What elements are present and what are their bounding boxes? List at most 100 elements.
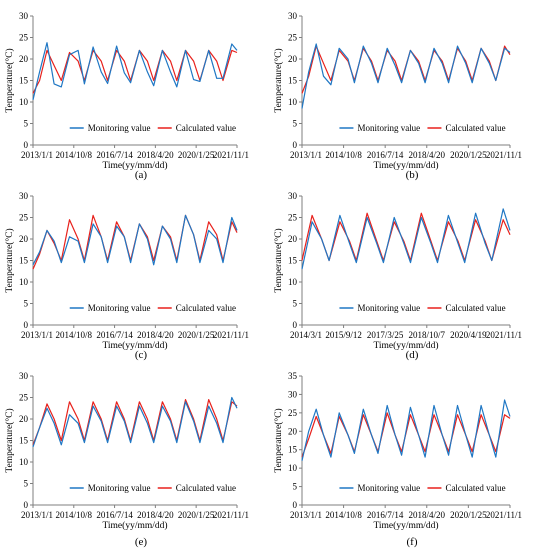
y-tick-label: 10 [288, 277, 298, 287]
series-line-monitoring-value [32, 396, 238, 448]
x-tick-label: 2017/3/25 [367, 330, 404, 340]
x-tick-label: 2020/1/25 [450, 510, 487, 520]
y-tick-label: 10 [288, 97, 298, 107]
series-line-calculated-value [301, 45, 511, 94]
x-tick-label: 2014/10/8 [56, 330, 93, 340]
y-tick-label: 20 [19, 234, 29, 244]
y-axis-title: Temperature(°C) [4, 408, 15, 472]
y-tick-label: 15 [288, 76, 298, 86]
legend-label: Monitoring value [88, 123, 151, 133]
series-line-monitoring-value [301, 208, 511, 270]
x-tick-label: 2013/1/1 [21, 330, 53, 340]
chart-panel-6: 0 5 10 15 20 25 30 35 2013/1/1 2014/10/8 2016/7/14… [273, 371, 522, 548]
y-tick-label: 0 [293, 500, 298, 510]
panel-label: (c) [135, 349, 148, 361]
x-tick-label: 2016/7/14 [367, 150, 404, 160]
x-tick-label: 2021/11/1 [213, 150, 249, 160]
series-line-calculated-value [301, 212, 511, 262]
y-tick-label: 5 [293, 299, 298, 309]
y-axis-title: Temperature(°C) [273, 228, 284, 292]
y-tick-label: 30 [288, 389, 298, 399]
x-tick-label: 2020/1/25 [178, 150, 215, 160]
x-axis-title: Time(yy/mm/dd) [373, 160, 438, 171]
y-tick-label: 20 [19, 54, 29, 64]
x-tick-label: 2014/10/8 [325, 150, 362, 160]
x-tick-label: 2016/7/14 [367, 510, 404, 520]
y-tick-label: 5 [24, 119, 29, 129]
x-tick-label: 2015/9/12 [325, 330, 362, 340]
x-tick-label: 2013/1/1 [290, 510, 322, 520]
y-tick-label: 0 [293, 140, 298, 150]
y-tick-label: 0 [24, 140, 29, 150]
y-tick-label: 25 [288, 33, 298, 43]
y-tick-label: 30 [288, 191, 298, 201]
x-tick-label: 2013/1/1 [21, 510, 53, 520]
x-tick-label: 2014/10/8 [56, 150, 93, 160]
x-tick-label: 2016/7/14 [96, 510, 133, 520]
y-tick-label: 20 [288, 426, 298, 436]
y-tick-label: 30 [19, 11, 29, 21]
chart-panel-2: 0 5 10 15 20 25 30 2013/1/1 2014/10/8 2016/7/14 20… [273, 11, 522, 181]
y-tick-label: 10 [19, 457, 29, 467]
x-tick-label: 2018/10/7 [409, 330, 446, 340]
y-tick-label: 25 [288, 408, 298, 418]
y-tick-label: 15 [19, 256, 29, 266]
panel-label: (a) [135, 169, 148, 181]
y-tick-label: 0 [24, 320, 29, 330]
y-tick-label: 35 [288, 371, 298, 381]
x-tick-label: 2013/1/1 [290, 150, 322, 160]
chart-panel-3: 0 5 10 15 20 25 30 2013/1/1 2014/10/8 2016/7/14 20… [4, 191, 249, 361]
series-line-monitoring-value [32, 214, 238, 266]
x-tick-label: 2018/4/20 [137, 150, 174, 160]
y-tick-label: 10 [19, 277, 29, 287]
y-tick-label: 30 [288, 11, 298, 21]
panel-label: (e) [135, 536, 148, 548]
x-tick-label: 2014/3/1 [290, 330, 322, 340]
x-tick-label: 2016/7/14 [96, 150, 133, 160]
series-line-monitoring-value [301, 43, 511, 109]
y-tick-label: 0 [293, 320, 298, 330]
y-tick-label: 0 [24, 500, 29, 510]
series-line-monitoring-value [32, 42, 238, 100]
y-tick-label: 20 [288, 54, 298, 64]
x-tick-label: 2021/11/1 [486, 330, 522, 340]
x-tick-label: 2020/1/25 [450, 150, 487, 160]
legend-label: Monitoring value [357, 483, 420, 493]
x-axis-title: Time(yy/mm/dd) [102, 340, 167, 351]
x-tick-label: 2020/1/25 [178, 510, 215, 520]
x-tick-label: 2014/10/8 [325, 510, 362, 520]
chart-panel-4: 0 5 10 15 20 25 30 2014/3/1 2015/9/12 2017/3/25 20… [273, 191, 522, 361]
y-tick-label: 15 [288, 445, 298, 455]
x-axis-title: Time(yy/mm/dd) [373, 340, 438, 351]
x-axis-title: Time(yy/mm/dd) [373, 520, 438, 531]
legend-label: Calculated value [176, 483, 236, 493]
legend-label: Monitoring value [357, 303, 420, 313]
x-tick-label: 2018/4/20 [409, 150, 446, 160]
panel-label: (b) [406, 169, 419, 181]
y-tick-label: 25 [19, 393, 29, 403]
y-tick-label: 5 [293, 119, 298, 129]
y-tick-label: 15 [19, 436, 29, 446]
legend-label: Monitoring value [357, 123, 420, 133]
y-axis-title: Temperature(°C) [273, 48, 284, 112]
x-tick-label: 2018/4/20 [137, 330, 174, 340]
y-tick-label: 15 [288, 256, 298, 266]
series-line-calculated-value [32, 399, 238, 446]
x-tick-label: 2021/11/1 [213, 330, 249, 340]
legend-label: Calculated value [445, 123, 505, 133]
x-tick-label: 2021/11/1 [486, 150, 522, 160]
x-tick-label: 2020/4/19 [450, 330, 487, 340]
y-axis-title: Temperature(°C) [4, 48, 15, 112]
y-tick-label: 30 [19, 191, 29, 201]
y-axis-title: Temperature(°C) [273, 408, 284, 472]
y-tick-label: 25 [288, 213, 298, 223]
y-tick-label: 20 [19, 414, 29, 424]
y-tick-label: 5 [24, 299, 29, 309]
panel-label: (d) [406, 349, 419, 361]
legend-label: Monitoring value [88, 303, 151, 313]
chart-panel-1: 0 5 10 15 20 25 30 2013/1/1 2014/10/8 2016/7/14 20… [4, 11, 249, 181]
x-tick-label: 2018/4/20 [137, 510, 174, 520]
x-axis-title: Time(yy/mm/dd) [102, 520, 167, 531]
legend-label: Calculated value [176, 303, 236, 313]
y-tick-label: 10 [19, 97, 29, 107]
